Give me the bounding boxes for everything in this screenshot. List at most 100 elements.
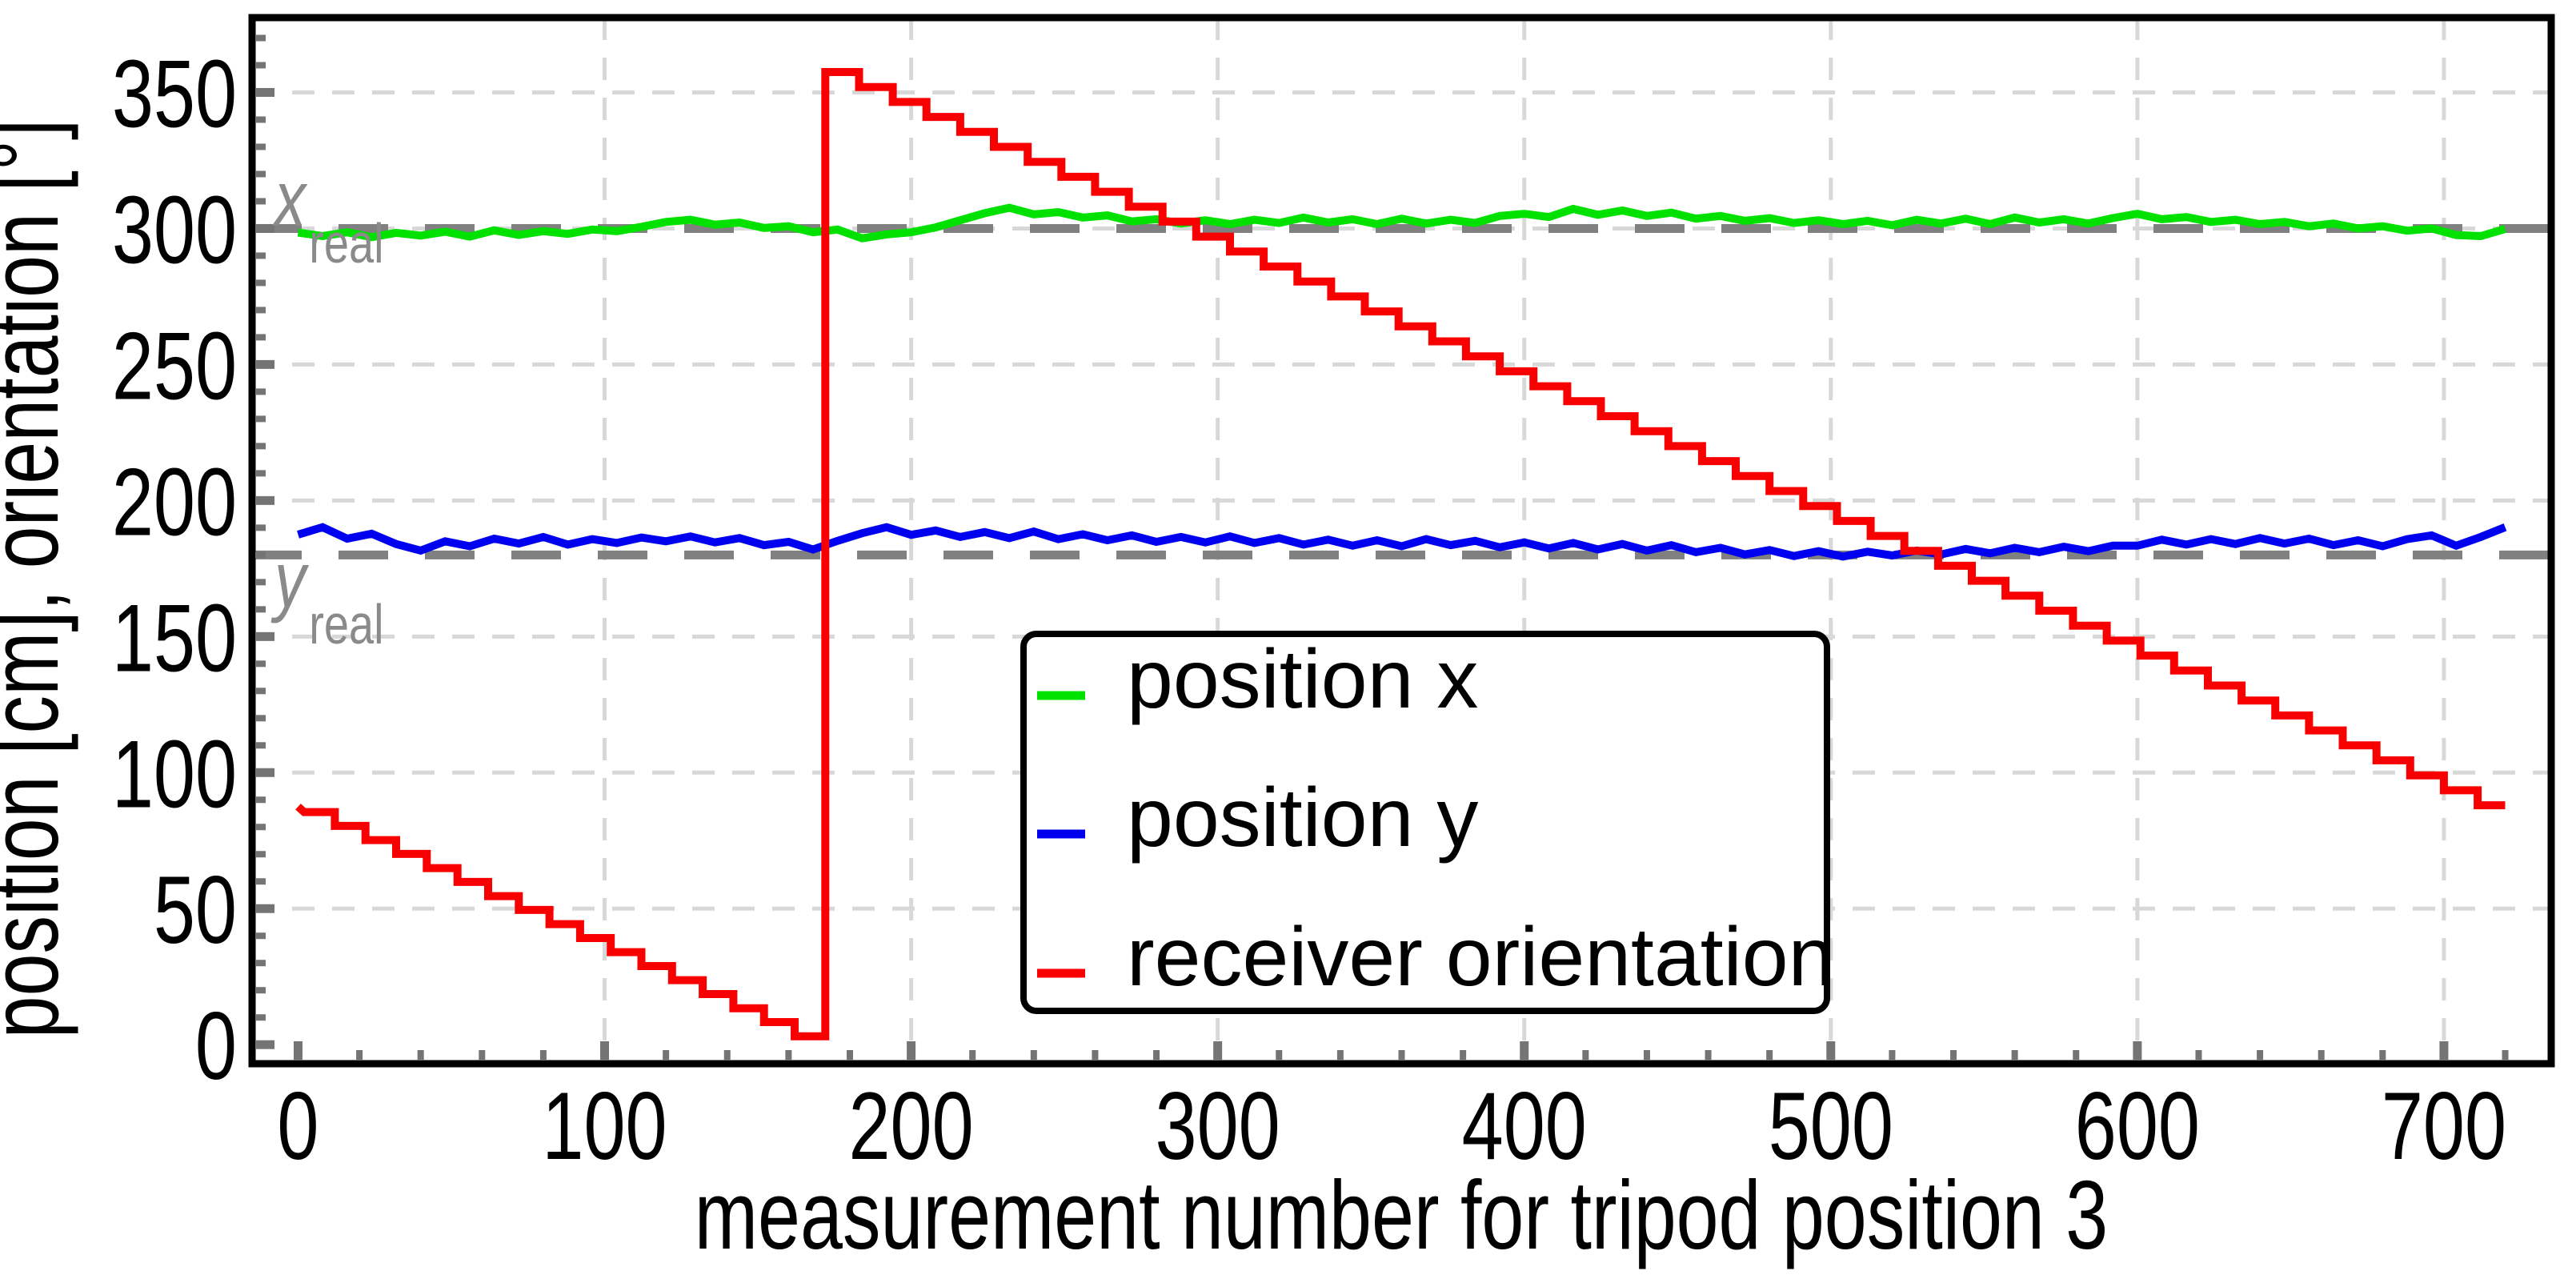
y-minor-tick [255,62,266,69]
y-minor-tick [255,443,266,450]
x-minor-tick [1582,1050,1589,1060]
y-minor-tick [255,307,266,314]
series-receiver-orientation [295,68,2506,1040]
y-minor-tick [255,960,266,967]
x-minor-tick [1030,1050,1037,1060]
x-tick-label-group: 200 [848,1073,973,1180]
y-major-tick [255,1040,274,1049]
x-minor-tick [2318,1050,2325,1060]
y-minor-tick [255,796,266,804]
y-minor-tick [255,987,266,994]
y-minor-tick [255,1014,266,1021]
x-major-tick [293,1041,302,1060]
y-minor-tick [255,334,266,341]
y-axis-title: position [cm], orientation [°] [0,119,79,1039]
y-tick-label-group: 250 [112,312,237,419]
y-tick-label: 200 [112,448,237,555]
legend-box [1020,631,1830,1014]
x-minor-tick [2502,1050,2509,1060]
x-tick-label: 500 [1769,1073,1893,1180]
x-major-tick [1213,1041,1223,1060]
x-minor-tick [1950,1050,1957,1060]
x-minor-tick [539,1050,547,1060]
x-tick-label: 400 [1462,1073,1587,1180]
x-tick-label-group: 300 [1156,1073,1280,1180]
x-major-tick [907,1041,916,1060]
x-axis-title: measurement number for tripod position 3 [695,1161,2108,1270]
y-major-tick [255,631,274,641]
x-minor-tick [1398,1050,1405,1060]
x-minor-tick [2257,1050,2264,1060]
y-minor-tick [255,34,266,42]
y-major-tick [255,223,274,233]
data-series [295,68,2507,1040]
x-minor-tick [663,1050,670,1060]
x-minor-tick [1276,1050,1283,1060]
y-minor-tick [255,688,266,695]
y-minor-tick [255,851,266,858]
x-major-tick [1520,1041,1529,1060]
x-minor-tick [2195,1050,2202,1060]
y-minor-tick [255,252,266,259]
y-minor-tick [255,116,266,123]
y-minor-tick [255,279,266,287]
y-minor-tick [255,660,266,668]
y-major-tick [255,495,274,505]
x-major-tick [2133,1041,2142,1060]
y-tick-label: 150 [112,584,237,692]
y-minor-tick [255,579,266,586]
x-tick-label: 200 [848,1073,973,1180]
x-minor-tick [723,1050,731,1060]
axis-ticks [255,34,2509,1060]
legend-label-1: position x [1127,633,1478,726]
x-tick-label: 700 [2382,1073,2506,1180]
x-minor-tick [1460,1050,1467,1060]
y-tick-label-group: 300 [112,176,237,283]
y-major-tick [255,87,274,97]
x-minor-tick [1336,1050,1344,1060]
x-tick-label: 300 [1156,1073,1280,1180]
y-minor-tick [255,143,266,150]
legend: position x position y receiver orientation [1020,631,1834,1014]
x-minor-tick [969,1050,976,1060]
y-tick-label-group: 350 [112,40,237,147]
x-minor-tick [1766,1050,1773,1060]
y-minor-tick [255,551,266,559]
y-tick-label-group: 50 [154,856,237,964]
y-minor-tick [255,606,266,613]
y-minor-tick [255,170,266,178]
x-minor-tick [2379,1050,2386,1060]
y-tick-label: 100 [112,720,237,828]
x-major-tick [600,1041,610,1060]
x-minor-tick [1643,1050,1650,1060]
x-major-tick [1826,1041,1836,1060]
reference-lines [252,223,2551,559]
x-minor-tick [785,1050,792,1060]
x-minor-tick [479,1050,486,1060]
y-minor-tick [255,470,266,477]
y-minor-tick [255,878,266,885]
x-tick-label-group: 600 [2075,1073,2200,1180]
x-minor-tick [1889,1050,1896,1060]
x-tick-label-group: 700 [2382,1073,2506,1180]
y-minor-tick [255,824,266,831]
x-tick-label-group: 500 [1769,1073,1893,1180]
x-tick-label: 600 [2075,1073,2200,1180]
legend-label-3: receiver orientation [1127,911,1834,1004]
x-tick-label: 100 [542,1073,667,1180]
x-tick-label-group: 0 [277,1073,318,1180]
y-tick-label-group: 200 [112,448,237,555]
plot-frame [248,14,2555,1068]
y-minor-tick [255,932,266,940]
y-major-tick [255,904,274,913]
x-minor-tick [1705,1050,1712,1060]
tick-labels: 0 50 100 150 200 250 300 350 0 100 200 300 400 500 600… [112,40,2506,1179]
x-major-tick [2439,1041,2449,1060]
y-major-tick [255,768,274,777]
y-minor-tick [255,415,266,423]
y-tick-label: 300 [112,176,237,283]
x-minor-tick [356,1050,363,1060]
x-minor-tick [1092,1050,1099,1060]
